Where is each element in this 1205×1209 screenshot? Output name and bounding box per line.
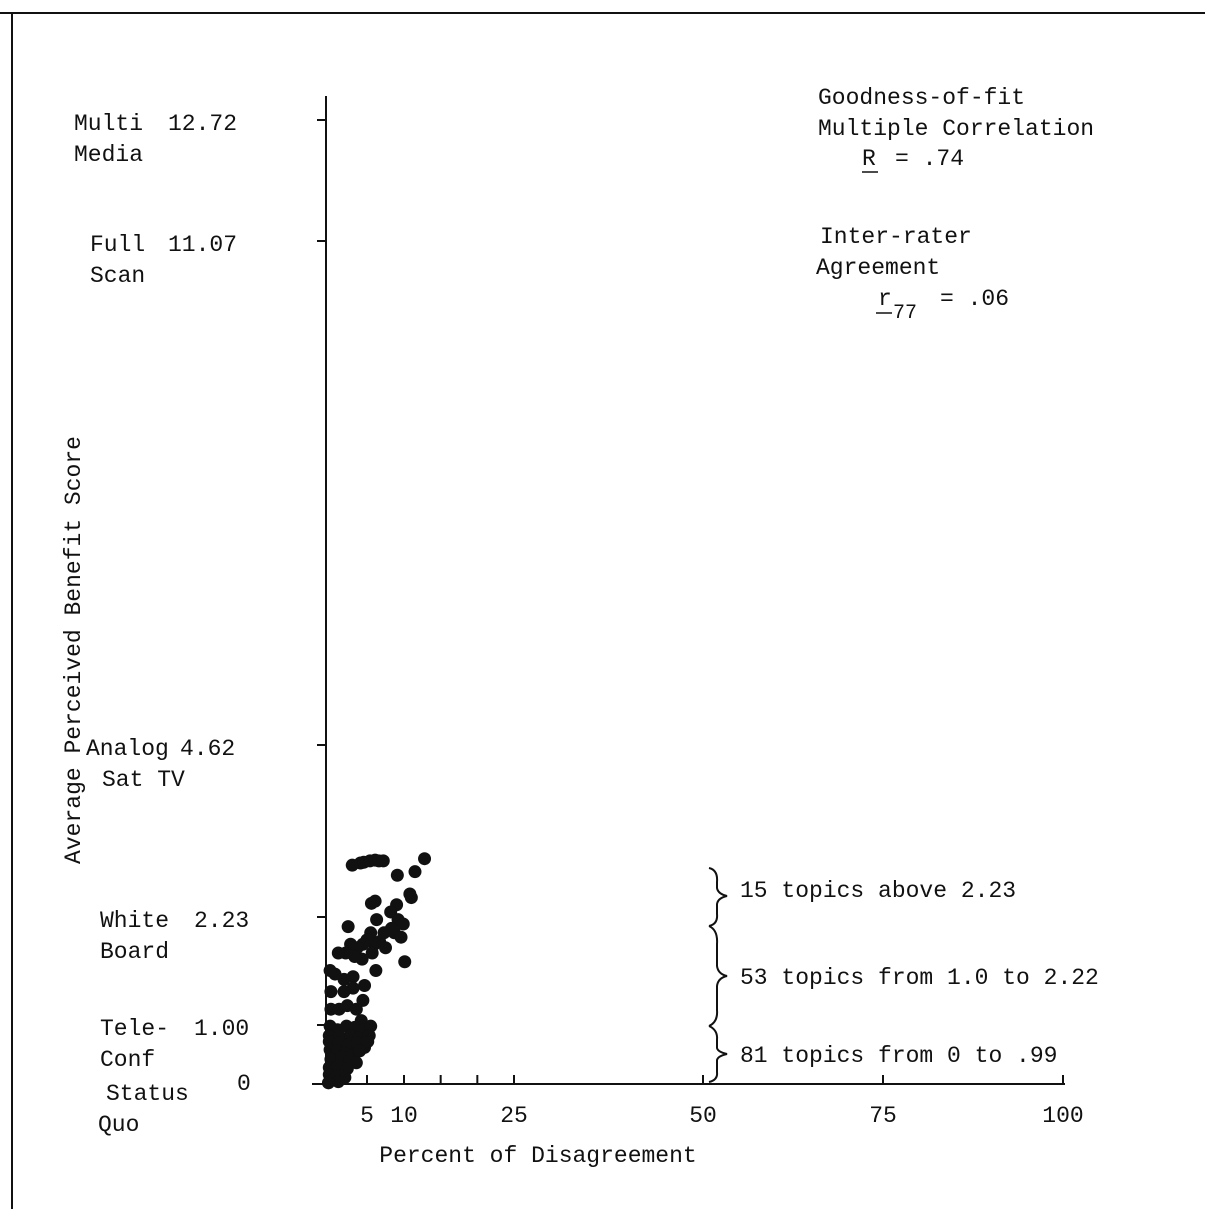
data-point-12 [404,891,418,905]
group-label-middle: 53 topics from 1.0 to 2.22 [740,965,1099,991]
group-brace-53 [708,925,728,1027]
data-point-6 [376,854,390,868]
data-point-36 [331,946,345,960]
y-tick-name-3-line-0: White [100,908,169,934]
y-tick-group: 12.72 Multi Media 11.07 Full Scan 4.62 Analog Sa… [74,111,326,1138]
data-point-32 [365,946,379,960]
data-point-87 [321,1076,335,1090]
x-tick-group: 5 10 25 50 75 100 [360,1075,1084,1129]
data-point-51 [356,993,370,1007]
y-tick-value-3: 2.23 [194,908,249,934]
y-tick-value-4: 1.00 [194,1016,249,1042]
annotation-group: Goodness-of-fit Multiple Correlation R =… [816,85,1094,325]
agreement-heading-line-1: Inter-rater [820,224,972,250]
data-point-30 [341,920,355,934]
data-point-74 [353,1044,367,1058]
data-point-37 [369,964,383,978]
y-tick-name-1-line-1: Scan [90,263,145,289]
group-brace-set: 15 topics above 2.23 53 topics from 1.0 … [708,867,1099,1083]
x-tick-label-0: 5 [360,1103,374,1129]
y-tick-name-1-line-0: Full [90,232,145,258]
y-tick-value-5: 0 [237,1071,251,1097]
y-tick-name-5-line-0: Status [106,1081,189,1107]
data-point-8 [408,865,422,879]
group-label-above: 15 topics above 2.23 [740,878,1016,904]
x-tick-label-1: 10 [390,1103,418,1129]
data-point-9 [390,868,404,882]
data-point-21 [370,913,384,927]
agreement-value: = .06 [940,286,1009,312]
data-point-17 [396,917,410,931]
agreement-heading-line-2: Agreement [816,255,940,281]
agreement-symbol: r [878,286,892,312]
y-tick-value-2: 4.62 [180,736,235,762]
y-tick-name-2-line-1: Sat TV [102,767,185,793]
data-point-42 [323,964,337,978]
data-point-86 [331,1075,345,1089]
fit-value: = .74 [895,146,964,172]
data-point-69 [361,1035,375,1049]
x-axis-title: Percent of Disagreement [379,1143,696,1169]
x-tick-label-4: 25 [500,1103,528,1129]
x-tick-label-7: 100 [1042,1103,1083,1129]
y-axis-title: Average Perceived Benefit Score [61,436,87,864]
y-tick-value-1: 11.07 [168,232,237,258]
data-point-43 [358,978,372,992]
y-tick-name-4-line-1: Conf [100,1047,155,1073]
y-tick-value-0: 12.72 [168,111,237,137]
group-brace-81 [708,1025,728,1083]
data-point-14 [368,894,382,908]
y-tick-name-5-line-1: Quo [98,1112,139,1138]
data-point-7 [418,852,432,866]
group-label-low: 81 topics from 0 to .99 [740,1043,1057,1069]
fit-heading-line-1: Goodness-of-fit [818,85,1025,111]
fit-symbol: R [862,146,876,172]
y-tick-name-0-line-0: Multi [74,111,143,137]
x-tick-label-6: 75 [869,1103,897,1129]
y-tick-name-2-line-0: Analog [86,736,169,762]
data-point-24 [379,941,392,955]
fit-heading-line-2: Multiple Correlation [818,116,1094,142]
group-brace-15 [708,867,728,927]
data-point-46 [324,985,338,999]
data-point-19 [394,930,408,944]
agreement-subscript: 77 [893,302,917,325]
data-point-31 [377,926,391,940]
x-tick-label-5: 50 [689,1103,717,1129]
y-tick-name-3-line-1: Board [100,939,169,965]
axes [312,96,1065,1085]
data-point-38 [398,955,412,969]
point-group [321,852,432,1090]
data-point-45 [337,985,351,999]
y-tick-name-0-line-1: Media [74,142,143,168]
y-tick-name-4-line-0: Tele- [100,1016,169,1042]
